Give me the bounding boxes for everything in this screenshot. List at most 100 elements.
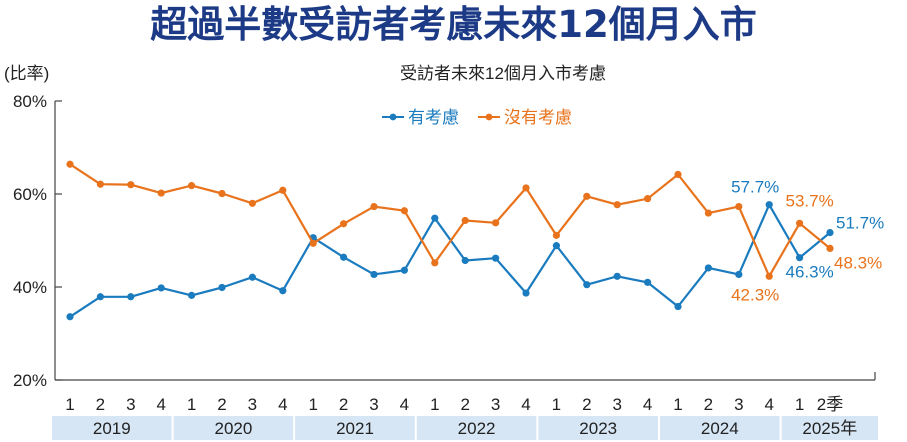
data-point (400, 266, 408, 274)
x-tick-label: 2 (460, 395, 469, 414)
x-tick-label: 1 (308, 395, 317, 414)
data-label: 48.3% (834, 253, 882, 272)
data-point (279, 186, 287, 194)
x-tick-label: 2 (339, 395, 348, 414)
x-tick-label: 3 (248, 395, 257, 414)
year-band (781, 416, 878, 440)
x-tick-label: 1 (673, 395, 682, 414)
x-tick-label: 4 (521, 395, 530, 414)
data-point (796, 219, 804, 227)
year-band (173, 416, 294, 440)
series-line (69, 203, 831, 318)
year-band (295, 416, 415, 440)
series-line (69, 163, 831, 278)
x-tick-label: 2 (704, 395, 713, 414)
x-tick-label: 3 (491, 395, 500, 414)
data-point (340, 220, 348, 228)
year-band (538, 416, 658, 440)
legend-marker (389, 113, 397, 121)
data-point (66, 313, 74, 321)
year-label: 2023 (579, 419, 617, 438)
data-point (704, 209, 713, 217)
data-point (613, 272, 621, 280)
data-point (735, 202, 743, 211)
year-label: 2024 (701, 419, 739, 438)
data-point (796, 254, 804, 262)
data-point (522, 289, 530, 297)
data-point (583, 281, 591, 289)
year-label: 2021 (336, 419, 374, 438)
x-tick-label: 1 (795, 395, 804, 414)
data-point (279, 287, 287, 295)
data-point (218, 283, 226, 292)
data-point (370, 202, 378, 211)
data-point (248, 273, 256, 281)
x-tick-label: 2 (96, 395, 105, 414)
data-point (765, 272, 773, 280)
data-point (127, 181, 135, 189)
x-tick-label: 4 (643, 395, 652, 414)
data-point (96, 293, 104, 301)
x-tick-label: 4 (278, 395, 287, 414)
data-point (704, 264, 713, 272)
data-point (644, 278, 652, 286)
data-point (248, 199, 256, 207)
data-point (613, 201, 621, 209)
data-point (431, 259, 439, 267)
data-point (552, 231, 561, 239)
data-point (400, 207, 408, 215)
data-point (127, 293, 135, 301)
x-tick-label: 1 (65, 395, 74, 414)
data-label: 46.3% (785, 263, 833, 282)
data-point (583, 192, 591, 200)
data-point (826, 244, 834, 253)
year-label: 2019 (93, 419, 131, 438)
y-tick-label: 20% (13, 371, 47, 390)
chart-title: 受訪者未來12個月入市考慮 (400, 64, 606, 83)
x-tick-label: 3 (369, 395, 378, 414)
data-point (826, 228, 834, 237)
legend-label: 有考慮 (408, 108, 459, 127)
year-label: 2020 (214, 419, 252, 438)
y-tick-label: 60% (13, 185, 47, 204)
year-band (416, 416, 537, 440)
data-point (644, 195, 652, 203)
legend-label: 沒有考慮 (504, 108, 572, 127)
year-band (52, 416, 172, 440)
year-label: 2022 (458, 419, 496, 438)
x-tick-label: 1 (430, 395, 439, 414)
chart-headline: 超過半數受訪者考慮未來12個月入市 (150, 3, 757, 46)
data-point (522, 184, 530, 192)
data-point (765, 201, 773, 209)
data-point (188, 291, 196, 299)
data-label: 42.3% (731, 285, 779, 304)
x-tick-label: 4 (400, 395, 409, 414)
x-tick-label: 2 (582, 395, 591, 414)
data-point (735, 270, 743, 279)
y-axis-title: (比率) (4, 64, 49, 83)
data-point (340, 253, 348, 261)
data-point (96, 180, 104, 188)
x-tick-label: 3 (126, 395, 135, 414)
data-point (157, 284, 165, 292)
year-label: 2025年 (802, 419, 857, 438)
x-tick-label: 3 (734, 395, 743, 414)
x-tick-label: 1 (552, 395, 561, 414)
x-tick-label: 2 (217, 395, 226, 414)
y-tick-label: 80% (13, 92, 47, 111)
year-band (660, 416, 780, 440)
data-point (66, 160, 74, 168)
data-point (309, 239, 317, 247)
data-point (370, 270, 378, 279)
data-point (461, 256, 469, 265)
legend-marker (485, 113, 493, 121)
x-tick-label: 3 (612, 395, 621, 414)
data-point (674, 170, 682, 179)
y-tick-label: 40% (13, 278, 47, 297)
data-point (492, 219, 500, 227)
data-point (157, 189, 165, 197)
data-point (461, 216, 469, 225)
x-tick-label: 4 (764, 395, 773, 414)
data-point (218, 189, 226, 198)
